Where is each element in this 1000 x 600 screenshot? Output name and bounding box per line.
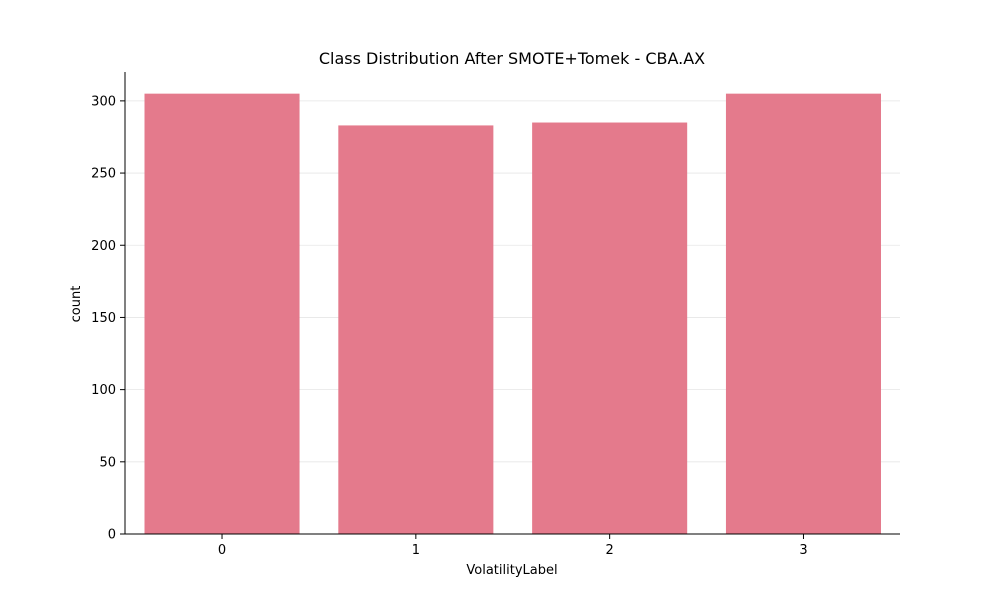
x-tick-label: 3 [799,543,807,558]
y-tick-label: 100 [91,383,116,398]
bars [144,93,881,534]
bar [725,93,881,534]
y-tick-label: 50 [99,455,116,470]
x-tick-label: 0 [218,543,226,558]
y-ticks: 0 50 100 150 200 250 300 [91,94,125,543]
y-axis-label: count [69,286,84,323]
y-tick-label: 0 [108,528,116,543]
chart-title: Class Distribution After SMOTE+Tomek - C… [319,49,705,68]
bar [144,93,300,534]
y-tick-label: 250 [91,167,116,182]
axes [124,72,900,535]
x-tick-label: 1 [412,543,420,558]
x-axis-label: VolatilityLabel [466,563,557,578]
bar [338,125,494,534]
x-tick-label: 2 [606,543,614,558]
bar [532,122,688,534]
y-tick-label: 150 [91,311,116,326]
x-ticks: 0 1 2 3 [218,534,808,558]
y-tick-label: 300 [91,94,116,109]
y-tick-label: 200 [91,239,116,254]
